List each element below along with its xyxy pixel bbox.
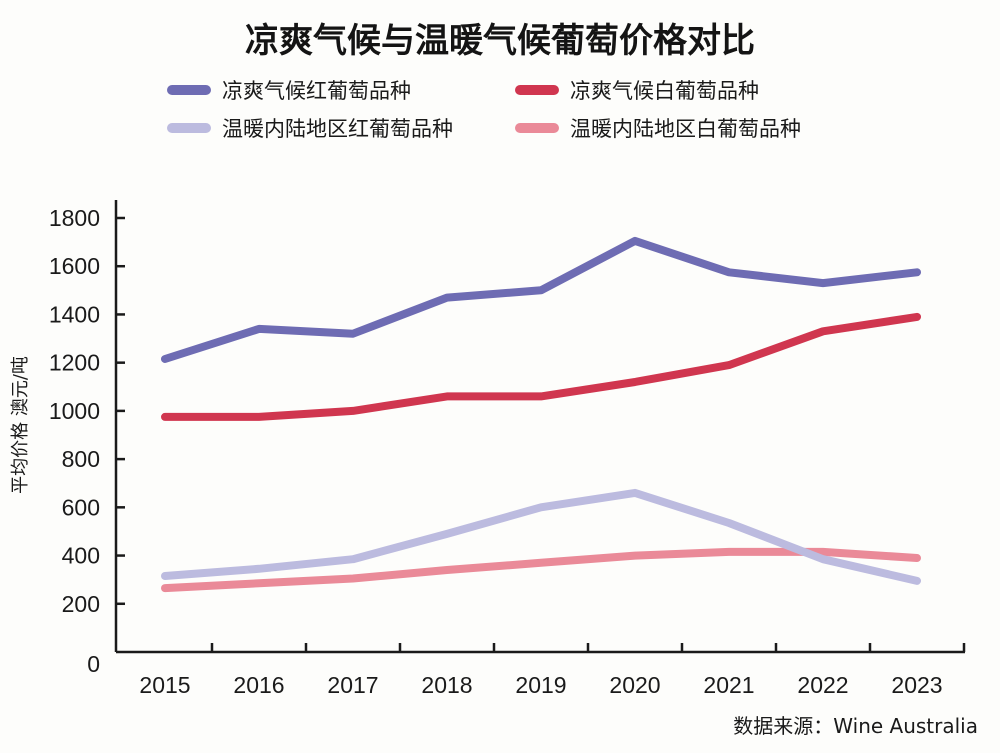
series-group [161,236,921,593]
series-line-3 [161,488,921,585]
chart-title: 凉爽气候与温暖气候葡萄价格对比 [245,21,755,61]
y-tick-label: 1600 [49,253,100,279]
x-tick-label: 2018 [421,672,472,698]
x-tick-label: 2023 [891,672,942,698]
series-line-1 [161,236,921,363]
x-tick-label: 2015 [139,672,190,698]
x-tick-label: 2016 [233,672,284,698]
y-tick-label: 400 [62,543,100,569]
y-tick-label: 1400 [49,301,100,327]
y-tick-label: 800 [62,446,100,472]
legend-label-3: 温暖内陆地区红葡萄品种 [222,117,453,141]
y-tick-label: 600 [62,494,100,520]
x-tick-label: 2019 [515,672,566,698]
x-tick-label: 2021 [703,672,754,698]
y-tick-labels: 0 200 400 600 800 1000 1200 1400 1600 1800 [49,205,100,677]
source-note: 数据来源：Wine Australia [733,714,978,738]
y-tick-label: 200 [62,591,100,617]
x-tick-label: 2022 [797,672,848,698]
legend-label-1: 凉爽气候红葡萄品种 [222,79,411,103]
series-line-4 [161,547,921,593]
legend-label-4: 温暖内陆地区白葡萄品种 [570,117,801,141]
series-line-2 [161,312,921,421]
axes [114,200,966,654]
y-tick-label: 1800 [49,205,100,231]
y-tick-label: 1000 [49,398,100,424]
legend-label-2: 凉爽气候白葡萄品种 [570,79,759,103]
x-tick-labels: 2015 2016 2017 2018 2019 2020 2021 2022 2023 [139,672,942,698]
x-tick-label: 2020 [609,672,660,698]
y-tick-label: 0 [87,651,100,677]
x-tick-label: 2017 [327,672,378,698]
y-tick-label: 1200 [49,350,100,376]
y-axis-label: 平均价格 澳元/吨 [10,356,31,494]
